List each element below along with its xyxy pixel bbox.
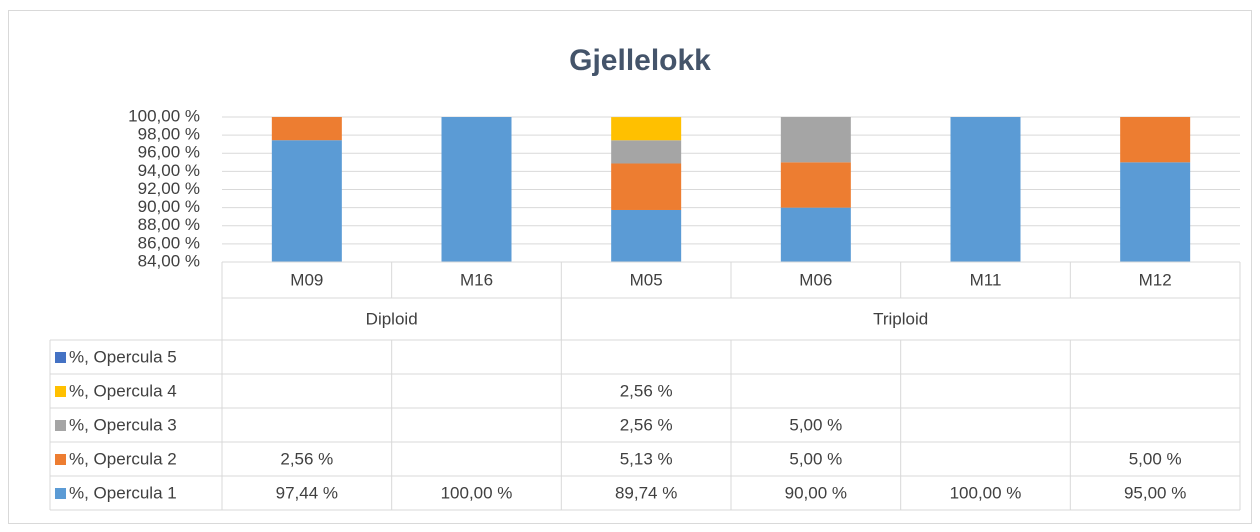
bar-segment: [780, 162, 851, 208]
data-table-value: 5,00 %: [1129, 449, 1182, 468]
x-tick-label: M11: [970, 270, 1002, 289]
x-tick-label: M05: [630, 270, 663, 289]
legend-label: %, Opercula 3: [69, 415, 177, 434]
y-tick-label: 86,00 %: [138, 233, 200, 252]
chart-frame: [8, 10, 1252, 524]
y-tick-label: 96,00 %: [138, 143, 200, 162]
y-tick-label: 100,00 %: [128, 106, 200, 125]
legend-key: [55, 488, 66, 499]
y-tick-label: 90,00 %: [138, 197, 200, 216]
legend-key: [55, 454, 66, 465]
data-table-value: 90,00 %: [785, 483, 847, 502]
y-tick-label: 92,00 %: [138, 179, 200, 198]
bar-segment: [780, 207, 851, 262]
legend-label: %, Opercula 2: [69, 449, 177, 468]
bar-segment: [1120, 117, 1191, 163]
data-table-value: 2,56 %: [620, 381, 673, 400]
data-table-value: 5,13 %: [620, 449, 673, 468]
bar-segment: [271, 140, 342, 262]
legend-key: [55, 386, 66, 397]
bar-segment: [611, 209, 682, 262]
legend-key: [55, 420, 66, 431]
data-table-value: 89,74 %: [615, 483, 677, 502]
y-tick-label: 94,00 %: [138, 161, 200, 180]
bar-segment: [1120, 162, 1191, 262]
y-tick-label: 88,00 %: [138, 215, 200, 234]
y-tick-label: 98,00 %: [138, 125, 200, 144]
bar-segment: [271, 117, 342, 141]
legend-label: %, Opercula 4: [69, 381, 177, 400]
legend-key: [55, 352, 66, 363]
y-tick-label: 84,00 %: [138, 251, 200, 270]
data-table-value: 5,00 %: [789, 415, 842, 434]
data-table-value: 100,00 %: [441, 483, 513, 502]
bar-segment: [611, 140, 682, 164]
group-label: Diploid: [366, 309, 418, 328]
data-table-value: 2,56 %: [620, 415, 673, 434]
chart-title: Gjellelokk: [569, 44, 711, 77]
legend-label: %, Opercula 5: [69, 347, 177, 366]
data-table-value: 5,00 %: [789, 449, 842, 468]
x-tick-label: M09: [290, 270, 323, 289]
data-table-value: 100,00 %: [950, 483, 1022, 502]
bar-segment: [611, 117, 682, 141]
x-tick-label: M12: [1139, 270, 1172, 289]
x-tick-label: M06: [799, 270, 832, 289]
bar-segment: [780, 117, 851, 163]
legend-label: %, Opercula 1: [69, 483, 177, 502]
x-tick-label: M16: [460, 270, 493, 289]
bar-segment: [441, 117, 512, 262]
bar-segment: [950, 117, 1021, 262]
data-table-value: 95,00 %: [1124, 483, 1186, 502]
group-label: Triploid: [873, 309, 928, 328]
data-table-value: 2,56 %: [280, 449, 333, 468]
data-table-value: 97,44 %: [276, 483, 338, 502]
bar-segment: [611, 163, 682, 210]
